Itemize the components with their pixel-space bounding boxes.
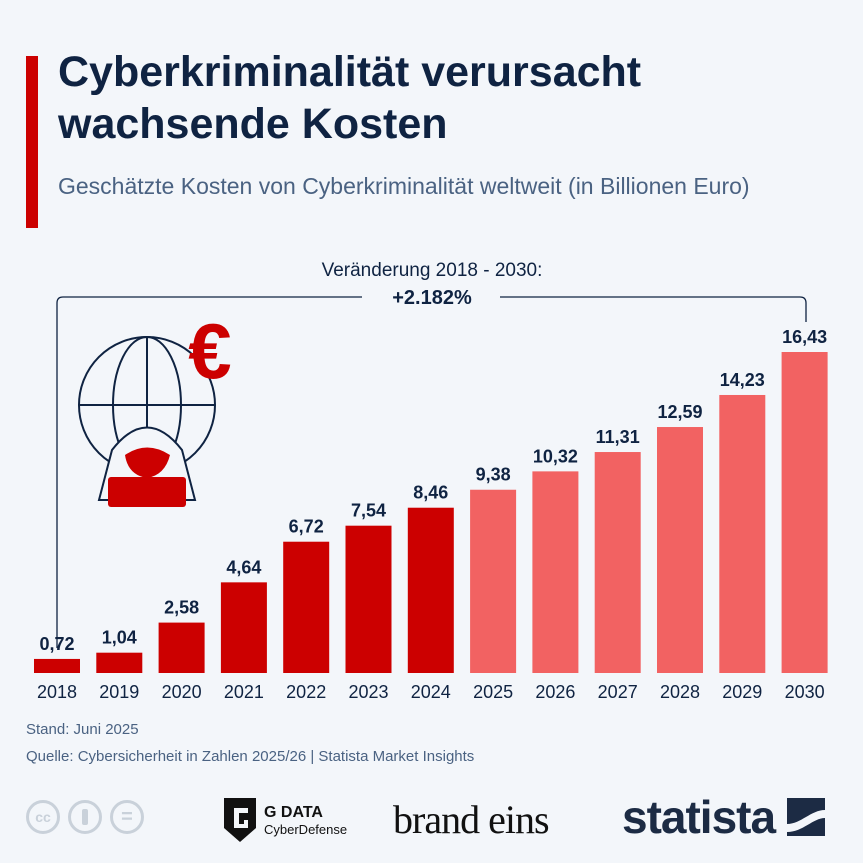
cc-license-icons[interactable]: cc =	[26, 800, 144, 834]
x-tick-label: 2021	[224, 682, 264, 702]
gdata-logo: G DATA CyberDefense	[222, 796, 347, 844]
value-label: 4,64	[226, 557, 261, 577]
bar-2024	[407, 507, 454, 673]
brandeins-logo: brand eins	[393, 797, 550, 842]
gdata-shield-icon	[224, 798, 256, 842]
change-value: +2.182%	[392, 287, 472, 309]
value-label: 10,32	[533, 446, 578, 466]
value-label: 8,46	[413, 483, 448, 503]
x-tick-label: 2019	[99, 682, 139, 702]
value-label: 11,31	[596, 427, 640, 447]
bar-2026	[532, 471, 579, 673]
bar-2020	[158, 622, 205, 673]
euro-icon: €	[188, 307, 231, 395]
bar-2019	[96, 652, 143, 673]
statista-text: statista	[622, 791, 776, 843]
value-label: 1,04	[102, 628, 137, 648]
x-tick-label: 2023	[348, 682, 388, 702]
value-label: 6,72	[289, 517, 324, 537]
x-tick-label: 2020	[162, 682, 202, 702]
bar-2023	[345, 525, 392, 673]
statista-mark-icon	[787, 798, 826, 836]
gdata-text: G DATA	[264, 803, 323, 821]
bar-2018	[34, 658, 80, 673]
bar-2021	[220, 582, 267, 673]
bar-2030	[781, 352, 828, 673]
value-label: 14,23	[720, 370, 765, 390]
gdata-sub: CyberDefense	[264, 821, 348, 837]
x-tick-label: 2024	[411, 682, 451, 702]
x-tick-label: 2026	[535, 682, 575, 702]
x-tick-label: 2028	[660, 682, 700, 702]
value-label: 16,43	[782, 327, 827, 347]
page-title: Cyberkriminalität verursacht wachsende K…	[58, 48, 642, 148]
value-label: 2,58	[164, 598, 199, 618]
statista-logo: statista	[622, 790, 826, 844]
stand-note: Stand: Juni 2025	[26, 721, 139, 738]
value-label: 0,72	[39, 634, 74, 654]
bar-2029	[719, 394, 766, 673]
hacker-icon	[78, 336, 216, 507]
x-tick-label: 2022	[286, 682, 326, 702]
value-label: 12,59	[657, 402, 702, 422]
change-label: Veränderung 2018 - 2030:	[322, 260, 543, 281]
x-tick-label: 2030	[785, 682, 825, 702]
bar-2025	[470, 489, 517, 673]
no-derivatives-icon: =	[110, 800, 144, 834]
bar-2028	[657, 427, 703, 673]
cc-icon: cc	[26, 800, 60, 834]
subtitle: Geschätzte Kosten von Cyberkriminalität …	[58, 173, 750, 199]
source-note: Quelle: Cybersicherheit in Zahlen 2025/2…	[26, 748, 475, 765]
change-bracket	[56, 296, 807, 648]
x-tick-label: 2029	[722, 682, 762, 702]
accent-bar	[26, 56, 38, 228]
x-tick-label: 2025	[473, 682, 513, 702]
bar-2027	[594, 452, 641, 673]
x-tick-label: 2018	[37, 682, 77, 702]
value-label: 9,38	[476, 465, 511, 485]
attribution-icon	[68, 800, 102, 834]
value-label: 7,54	[351, 501, 386, 521]
x-tick-label: 2027	[598, 682, 638, 702]
bar-2022	[283, 541, 330, 673]
